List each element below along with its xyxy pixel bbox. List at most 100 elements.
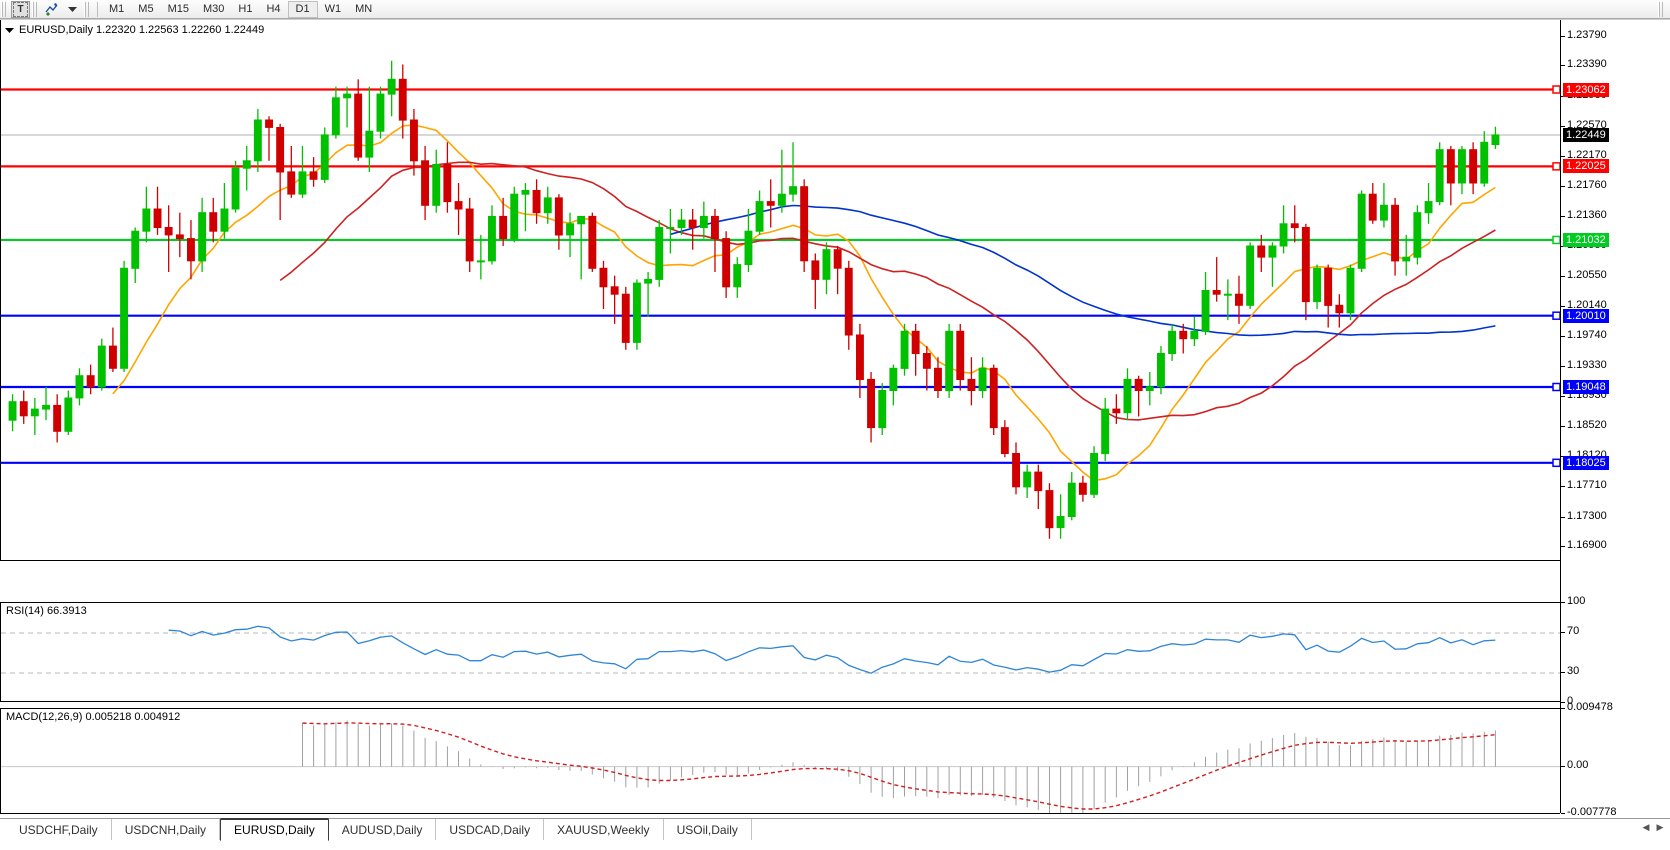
candle bbox=[19, 390, 28, 424]
candle bbox=[1324, 264, 1333, 328]
level-price-label[interactable]: 1.18025 bbox=[1563, 455, 1609, 470]
candle bbox=[989, 364, 998, 436]
candle bbox=[1090, 446, 1098, 499]
candle bbox=[722, 231, 731, 298]
candle bbox=[1223, 279, 1232, 321]
candle bbox=[811, 253, 820, 310]
candle bbox=[967, 357, 976, 406]
level-handle-1.21032[interactable] bbox=[1552, 235, 1561, 245]
timeframe-m15[interactable]: M15 bbox=[167, 3, 189, 15]
level-handle-1.22025[interactable] bbox=[1552, 162, 1561, 171]
toolbar-grip-3[interactable] bbox=[84, 1, 91, 17]
timeframe-m5[interactable]: M5 bbox=[138, 3, 154, 15]
timeframe-w1[interactable]: W1 bbox=[324, 3, 342, 15]
candle bbox=[8, 394, 17, 432]
candle bbox=[1413, 205, 1422, 265]
candle bbox=[1235, 275, 1243, 324]
candle bbox=[142, 186, 151, 243]
candle bbox=[744, 208, 753, 272]
candle bbox=[1469, 142, 1478, 195]
rsi-tick: 0 bbox=[1560, 695, 1574, 707]
candle bbox=[398, 64, 407, 139]
tabbar-scroll-left-icon[interactable]: ◀ bbox=[1642, 822, 1650, 832]
chart-tab-usdcad[interactable]: USDCAD,Daily bbox=[436, 819, 545, 840]
timeframe-m1[interactable]: M1 bbox=[109, 3, 125, 15]
candle bbox=[1480, 131, 1489, 187]
price-tick: 1.22170 bbox=[1561, 148, 1607, 161]
toolbar-grip-4[interactable] bbox=[1658, 1, 1665, 17]
candle bbox=[934, 357, 942, 398]
candle bbox=[1446, 145, 1455, 206]
collapse-caret-icon[interactable] bbox=[5, 27, 14, 34]
candle bbox=[164, 205, 173, 272]
timeframe-mn[interactable]: MN bbox=[355, 3, 373, 15]
timeframe-h1[interactable]: H1 bbox=[238, 3, 253, 15]
timeframe-m30[interactable]: M30 bbox=[202, 3, 225, 15]
candle bbox=[856, 323, 864, 398]
candle bbox=[1402, 234, 1411, 276]
chart-tab-usdchf[interactable]: USDCHF,Daily bbox=[6, 819, 112, 840]
rsi-pane[interactable]: RSI(14) 66.3913 bbox=[0, 602, 1561, 702]
level-price-label[interactable]: 1.19048 bbox=[1563, 379, 1609, 394]
candle bbox=[644, 271, 652, 317]
candle bbox=[655, 220, 664, 287]
candle bbox=[1101, 397, 1110, 461]
candle bbox=[878, 383, 887, 436]
main-toolbar: T M1 M5 M15 M30 H1 H4 D1 W1 MN bbox=[0, 0, 1670, 19]
macd-graphics bbox=[1, 720, 1561, 816]
price-pane[interactable]: EURUSD,Daily 1.22320 1.22563 1.22260 1.2… bbox=[0, 20, 1561, 561]
level-handle-1.19048[interactable] bbox=[1552, 382, 1561, 392]
chart-tab-usoil[interactable]: USOil,Daily bbox=[664, 819, 752, 840]
toolbar-grip-2[interactable] bbox=[32, 1, 39, 17]
candle bbox=[454, 183, 463, 235]
candle bbox=[421, 145, 430, 221]
price-tick: 1.17710 bbox=[1561, 479, 1607, 492]
chart-tab-eurusd[interactable]: EURUSD,Daily bbox=[220, 818, 329, 841]
tabbar-scroll-right-icon[interactable]: ▶ bbox=[1656, 822, 1664, 832]
price-tick: 1.20550 bbox=[1561, 268, 1607, 281]
chevron-down-icon[interactable] bbox=[63, 1, 82, 18]
candle bbox=[699, 201, 708, 239]
candle bbox=[566, 212, 574, 258]
text-tool-icon[interactable]: T bbox=[11, 0, 30, 18]
chart-tab-xauusd[interactable]: XAUUSD,Weekly bbox=[544, 819, 664, 840]
candle bbox=[109, 327, 117, 373]
price-tick: 1.23790 bbox=[1561, 28, 1607, 41]
candle bbox=[1424, 183, 1433, 224]
chart-area[interactable]: EURUSD,Daily 1.22320 1.22563 1.22260 1.2… bbox=[0, 19, 1670, 835]
candle bbox=[432, 149, 441, 213]
candle bbox=[320, 127, 329, 184]
candle bbox=[1112, 394, 1121, 424]
candle bbox=[1023, 464, 1032, 499]
text-tool-glyph: T bbox=[13, 1, 28, 17]
chart-tab-usdcnh[interactable]: USDCNH,Daily bbox=[112, 819, 221, 840]
candle bbox=[755, 190, 764, 235]
level-handle-1.23062[interactable] bbox=[1552, 85, 1561, 94]
timeframe-h4[interactable]: H4 bbox=[266, 3, 281, 15]
timeframe-d1[interactable]: D1 bbox=[287, 0, 318, 18]
price-scale-axis[interactable]: 1.237901.233901.229801.225701.221701.217… bbox=[1560, 20, 1670, 818]
price-tick: 1.20140 bbox=[1561, 299, 1607, 312]
chevron-down-glyph bbox=[68, 6, 77, 12]
price-tick: 1.21760 bbox=[1561, 179, 1607, 191]
toolbar-right-region bbox=[1657, 1, 1670, 17]
candle bbox=[922, 346, 931, 391]
chart-tab-audusd[interactable]: AUDUSD,Daily bbox=[329, 819, 437, 840]
candle bbox=[711, 208, 719, 272]
indicators-icon[interactable] bbox=[42, 1, 61, 18]
level-handle-1.18025[interactable] bbox=[1552, 458, 1561, 468]
candle bbox=[900, 323, 909, 376]
level-price-label[interactable]: 1.20010 bbox=[1563, 308, 1609, 323]
candle bbox=[521, 183, 530, 232]
level-handle-1.20010[interactable] bbox=[1552, 311, 1561, 320]
candle bbox=[465, 197, 474, 272]
macd-pane[interactable]: MACD(12,26,9) 0.005218 0.004912 bbox=[0, 708, 1561, 816]
level-price-label[interactable]: 1.21032 bbox=[1563, 232, 1609, 247]
level-price-label[interactable]: 1.22025 bbox=[1563, 159, 1609, 174]
candle bbox=[30, 397, 39, 436]
level-price-label[interactable]: 1.23062 bbox=[1563, 82, 1609, 97]
candle bbox=[1268, 242, 1277, 287]
candle bbox=[343, 86, 352, 128]
rsi-label: RSI(14) 66.3913 bbox=[6, 605, 87, 617]
toolbar-grip-1[interactable] bbox=[1, 1, 8, 17]
